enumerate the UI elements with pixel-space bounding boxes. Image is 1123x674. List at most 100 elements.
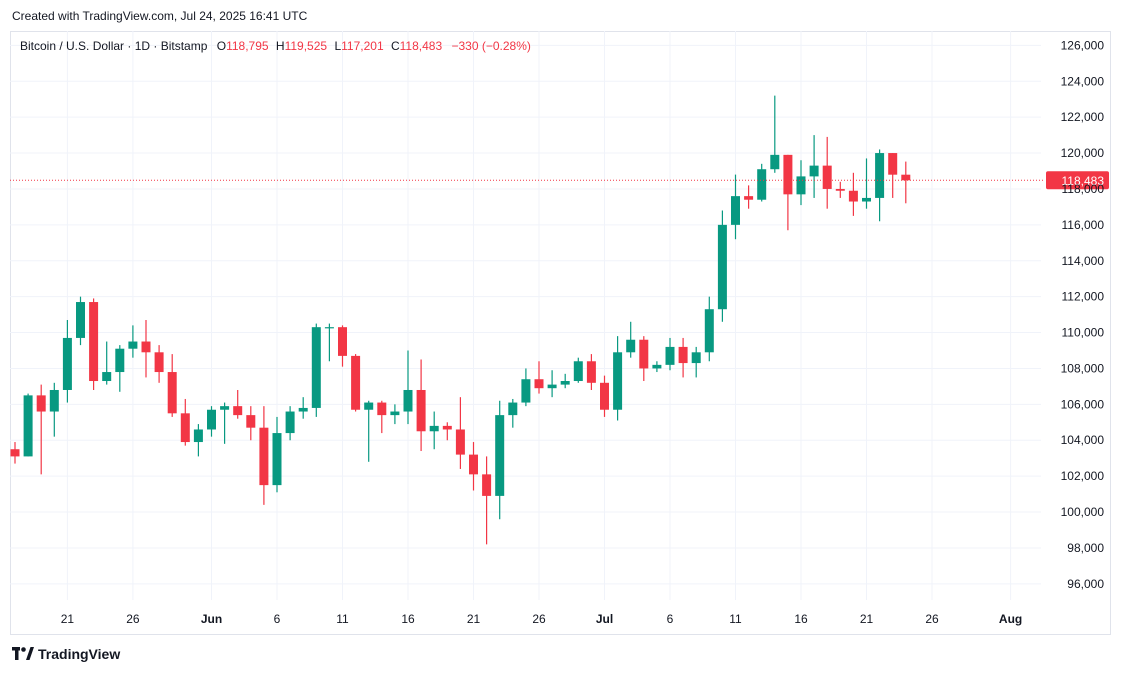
price-tick-label: 100,000	[1061, 505, 1105, 519]
candle-body	[141, 341, 151, 353]
candle	[259, 406, 269, 505]
candle	[521, 368, 531, 407]
candle-body	[442, 425, 452, 430]
candle	[691, 346, 701, 378]
candle-body	[338, 327, 347, 356]
time-tick-label: 11	[336, 612, 349, 626]
candle	[547, 370, 557, 398]
candle-body	[390, 411, 400, 416]
candle-body	[207, 409, 216, 430]
candle-body	[89, 302, 99, 382]
candle	[639, 336, 649, 382]
time-tick-label: 26	[925, 612, 939, 626]
candle	[770, 95, 780, 173]
time-tick-label: Jul	[596, 612, 613, 626]
candle-body	[403, 389, 413, 412]
candle	[324, 323, 334, 362]
candle-body	[246, 415, 256, 428]
candle-body	[220, 406, 230, 410]
time-tick-label: Jun	[201, 612, 222, 626]
candle-body	[495, 415, 505, 496]
price-tick-label: 126,000	[1061, 38, 1105, 52]
candle	[36, 384, 46, 475]
price-tick-label: 116,000	[1062, 218, 1105, 232]
candle-body	[259, 427, 269, 486]
candle-body	[796, 176, 806, 195]
price-axis: 96,000 98,000 100,000 102,000 104,000 106,000…	[1061, 38, 1105, 590]
candle	[875, 149, 885, 222]
candle-body	[770, 154, 780, 170]
candle	[901, 161, 911, 204]
candle-body	[469, 454, 478, 475]
price-tick-label: 98,000	[1067, 541, 1104, 555]
candle	[390, 404, 400, 425]
candle	[757, 163, 767, 202]
candle	[888, 153, 898, 198]
candle-body	[600, 382, 609, 410]
candle	[338, 325, 347, 367]
candle-body	[311, 327, 321, 408]
candle	[167, 354, 177, 417]
time-tick-label: 11	[729, 612, 742, 626]
price-tick-label: 108,000	[1061, 361, 1105, 375]
candle-body	[180, 413, 190, 443]
close-label: C	[390, 39, 400, 53]
time-tick-label: 26	[532, 612, 546, 626]
candle	[442, 422, 452, 441]
candle-body	[862, 197, 871, 202]
candle	[311, 323, 321, 417]
candle-body	[521, 379, 531, 403]
candle	[717, 210, 727, 322]
price-tick-label: 106,000	[1061, 397, 1105, 411]
candle	[652, 361, 662, 373]
candle	[351, 354, 361, 412]
candle-body	[717, 224, 727, 310]
candle-body	[508, 402, 518, 416]
candle-body	[835, 188, 845, 191]
candle-body	[678, 346, 688, 364]
candle	[180, 398, 190, 446]
candle	[233, 389, 243, 419]
candle	[822, 136, 832, 209]
candle	[246, 406, 256, 441]
low-value: 117,201	[341, 39, 384, 53]
candle	[76, 296, 85, 346]
candle	[783, 154, 793, 231]
candle-body	[639, 339, 649, 369]
candle	[220, 402, 230, 444]
candle-body	[102, 372, 112, 382]
candle	[154, 345, 164, 383]
candle-body	[154, 352, 164, 373]
candle-body	[691, 352, 701, 364]
candle-body	[875, 153, 885, 198]
candle	[102, 341, 112, 385]
candle-body	[36, 395, 46, 412]
candle-body	[560, 381, 570, 385]
candle-body	[586, 361, 596, 383]
candle-body	[167, 372, 177, 414]
candle	[678, 337, 688, 378]
candle	[573, 357, 583, 383]
chart-watermark-header: Created with TradingView.com, Jul 24, 20…	[12, 9, 308, 23]
candle	[115, 345, 125, 392]
candle	[848, 172, 858, 216]
candle	[534, 361, 544, 394]
candle	[469, 442, 478, 491]
symbol-legend: Bitcoin / U.S. Dollar · 1D · Bitstamp O1…	[20, 39, 531, 53]
last-price-badge	[1046, 171, 1109, 190]
candle-body	[128, 341, 138, 349]
last-price-line: 118,483	[10, 171, 1109, 190]
candle-body	[233, 406, 243, 416]
candle	[49, 382, 59, 437]
candle-body	[416, 389, 426, 432]
candle-body	[23, 395, 33, 457]
time-axis: 21 26 Jun 6 11 16 21 26 Jul 6 11 16 21 26 Aug	[61, 612, 1023, 626]
last-price-label: 118,483	[1062, 174, 1105, 188]
candle	[744, 185, 754, 209]
price-tick-label: 96,000	[1067, 577, 1104, 591]
candle-body	[62, 337, 72, 390]
candle-body	[49, 389, 59, 412]
candle-body	[783, 154, 793, 195]
candle-body	[115, 348, 125, 373]
